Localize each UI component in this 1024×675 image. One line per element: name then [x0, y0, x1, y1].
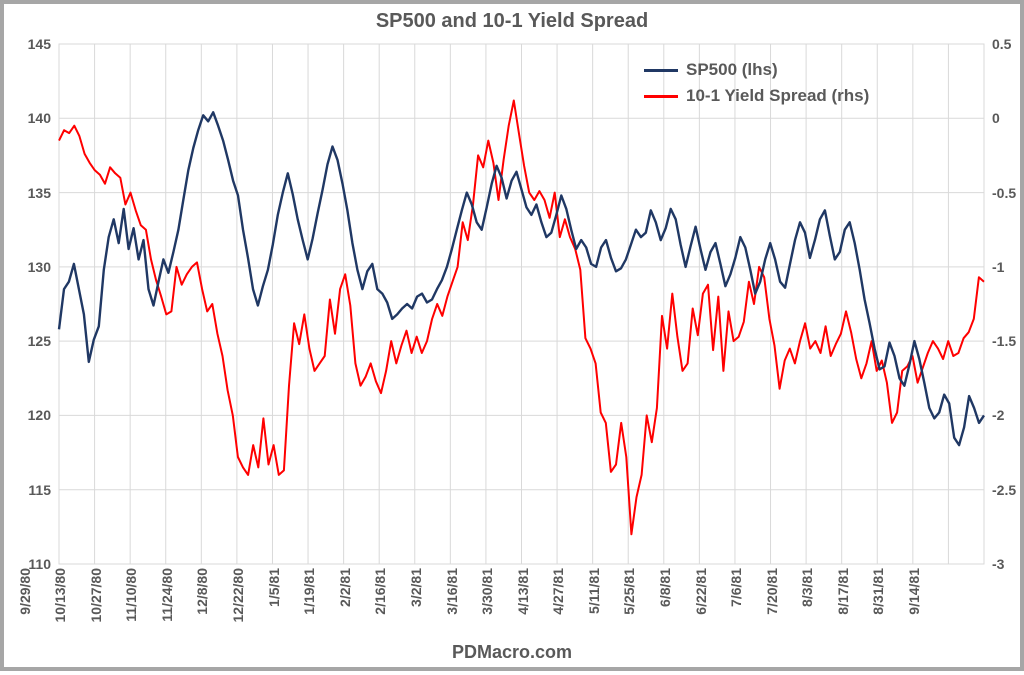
- chart-frame: SP500 and 10-1 Yield Spread PDMacro.com …: [0, 0, 1024, 671]
- legend: SP500 (lhs) 10-1 Yield Spread (rhs): [644, 60, 869, 112]
- legend-item-spread: 10-1 Yield Spread (rhs): [644, 86, 869, 106]
- legend-swatch-sp500: [644, 69, 678, 72]
- legend-label-spread: 10-1 Yield Spread (rhs): [686, 86, 869, 106]
- legend-swatch-spread: [644, 95, 678, 98]
- legend-label-sp500: SP500 (lhs): [686, 60, 778, 80]
- legend-item-sp500: SP500 (lhs): [644, 60, 869, 80]
